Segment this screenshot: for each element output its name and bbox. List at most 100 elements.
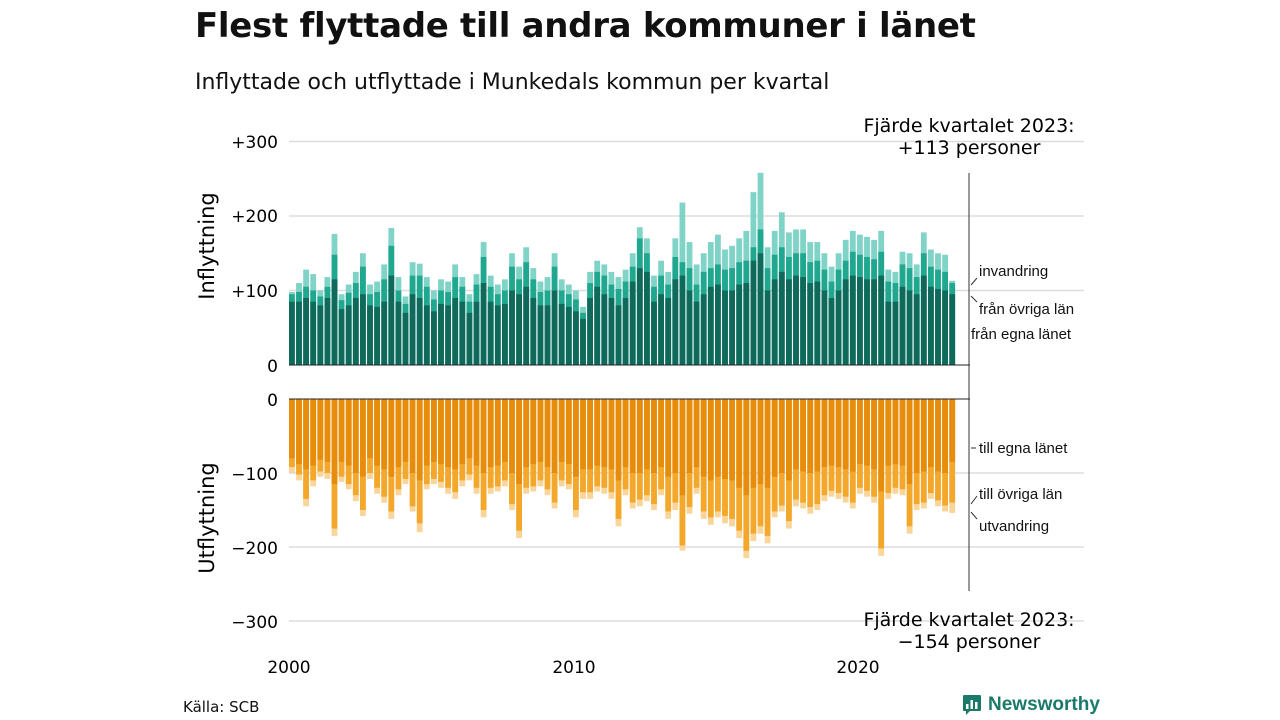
outflow-bar-same-county — [793, 399, 799, 470]
outflow-bar-same-county — [530, 399, 537, 465]
inflow-bar-same-county — [871, 279, 877, 365]
leader-till-ovriga-lan — [970, 495, 978, 505]
inflow-bar-same-county — [431, 311, 437, 365]
outflow-bar-same-county — [899, 399, 906, 466]
inflow-bar-same-county — [629, 281, 636, 365]
inflow-bar-same-county — [594, 286, 601, 365]
inflow-bar-same-county — [601, 294, 608, 365]
inflow-bar-same-county — [445, 305, 451, 365]
inflow-bar-same-county — [693, 301, 700, 365]
ytick-top-0: 0 — [267, 357, 278, 377]
outflow-bar-same-county — [665, 399, 672, 477]
inflow-bar-same-county — [423, 305, 430, 365]
inflow-bar-same-county — [849, 275, 856, 365]
outflow-bar-same-county — [615, 399, 622, 481]
outflow-bar-same-county — [800, 399, 806, 472]
outflow-bar-same-county — [289, 399, 295, 459]
outflow-bar-same-county — [381, 399, 388, 470]
inflow-bar-same-county — [459, 301, 466, 365]
inflow-bar-same-county — [402, 312, 409, 365]
outflow-bar-same-county — [601, 399, 608, 468]
xtick-2000: 2000 — [267, 658, 310, 678]
outflow-bar-same-county — [388, 399, 395, 477]
outflow-bar-same-county — [786, 399, 792, 481]
label-fran-ovriga-lan: från övriga län — [979, 301, 1074, 318]
inflow-bar-same-county — [942, 290, 948, 365]
outflow-bar-same-county — [857, 399, 863, 465]
outflow-bar-same-county — [374, 399, 380, 466]
outflow-bar-same-county — [423, 399, 430, 466]
outflow-bar-same-county — [580, 399, 586, 470]
outflow-bar-same-county — [849, 399, 856, 472]
outflow-bar-same-county — [651, 399, 657, 473]
outflow-bar-same-county — [594, 399, 601, 466]
outflow-bar-same-county — [473, 399, 480, 466]
inflow-bar-same-county — [736, 284, 743, 365]
outflow-bar-same-county — [693, 399, 700, 468]
outflow-bar-same-county — [331, 399, 338, 485]
inflow-bar-same-county — [778, 271, 785, 365]
outflow-bar-same-county — [835, 399, 842, 468]
ytick-top-200: +200 — [231, 207, 278, 227]
outflow-bar-same-county — [686, 399, 693, 473]
outflow-bars — [289, 399, 956, 559]
inflow-bar-same-county — [949, 294, 956, 365]
inflow-bar-same-county — [707, 286, 714, 365]
outflow-bar-same-county — [821, 399, 828, 468]
inflow-bar-same-county — [842, 279, 849, 365]
outflow-bar-same-county — [722, 399, 728, 479]
outflow-bar-same-county — [928, 399, 934, 468]
ytick-top-300: +300 — [231, 133, 278, 153]
outflow-bar-same-county — [658, 399, 664, 468]
inflow-bar-same-county — [416, 297, 423, 365]
inflow-bar-same-county — [658, 294, 664, 365]
outflow-bar-same-county — [523, 399, 530, 468]
ytick-bottom-200: −200 — [231, 539, 278, 559]
inflow-bar-same-county — [551, 290, 558, 365]
outflow-bar-same-county — [516, 399, 522, 485]
inflow-bar-same-county — [345, 305, 352, 365]
outflow-bar-same-county — [743, 399, 750, 496]
inflow-bar-same-county — [771, 279, 778, 365]
outflow-bar-same-county — [310, 399, 317, 466]
inflow-bar-same-county — [473, 301, 480, 365]
inflow-bar-same-county — [672, 279, 679, 365]
brand-logo[interactable]: Newsworthy — [962, 694, 1100, 716]
outflow-bar-same-county — [842, 399, 849, 470]
inflow-bar-same-county — [729, 290, 735, 365]
grid-bottom — [289, 472, 1084, 622]
inflow-bar-same-county — [700, 294, 707, 365]
outflow-bar-same-county — [629, 399, 636, 473]
inflow-bar-same-county — [786, 279, 792, 365]
outflow-bar-same-county — [324, 399, 331, 462]
inflow-bar-same-county — [608, 297, 615, 365]
page-title: Flest flyttade till andra kommuner i län… — [195, 6, 976, 46]
label-till-egna-lanet: till egna länet — [979, 440, 1068, 457]
label-fran-egna-lanet: från egna länet — [971, 326, 1072, 343]
outflow-bar-same-county — [906, 399, 913, 485]
inflow-bar-same-county — [438, 303, 444, 365]
inflow-bar-same-county — [615, 305, 622, 365]
inflow-bar-same-county — [558, 303, 565, 365]
outflow-bar-same-county — [338, 399, 345, 462]
ytick-top-100: +100 — [231, 282, 278, 302]
inflow-bar-same-county — [502, 303, 508, 365]
annotation-top-line2: +113 personer — [898, 137, 1041, 159]
outflow-bar-same-county — [913, 399, 920, 473]
outflow-bar-same-county — [402, 399, 409, 462]
outflow-bar-same-county — [395, 399, 402, 468]
outflow-bar-same-county — [757, 399, 764, 485]
outflow-bar-same-county — [892, 399, 899, 465]
outflow-bar-same-county — [487, 399, 494, 468]
outflow-bar-same-county — [920, 399, 927, 472]
outflow-bar-same-county — [949, 399, 956, 462]
outflow-bar-same-county — [828, 399, 835, 466]
inflow-bar-same-county — [793, 275, 799, 365]
outflow-bar-same-county — [679, 399, 686, 496]
outflow-bar-same-county — [587, 399, 593, 470]
outflow-bar-same-county — [878, 399, 885, 492]
inflow-bar-same-county — [665, 297, 672, 365]
outflow-bar-same-county — [715, 399, 721, 477]
brand-name: Newsworthy — [988, 694, 1100, 715]
